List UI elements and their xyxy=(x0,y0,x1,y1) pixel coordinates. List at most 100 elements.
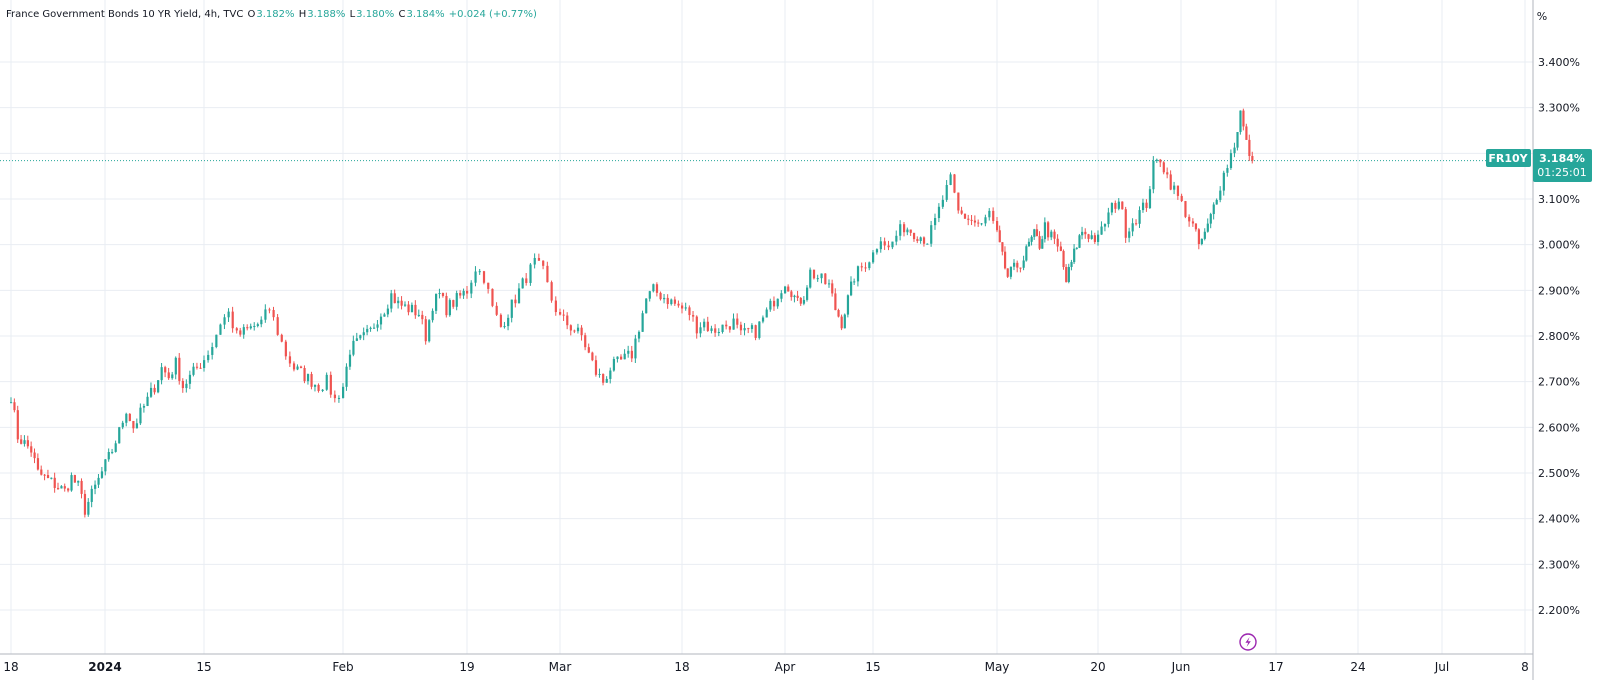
candle-down xyxy=(1121,201,1124,210)
candle-body xyxy=(1169,174,1172,190)
candle-up xyxy=(1027,238,1031,247)
candle-body xyxy=(634,338,637,359)
candle-body xyxy=(1197,229,1201,245)
candle-body xyxy=(487,282,490,289)
candle-body xyxy=(1093,235,1097,242)
candle-body xyxy=(203,360,206,368)
candle-up xyxy=(1110,202,1114,216)
candle-body xyxy=(879,241,882,250)
candle-up xyxy=(135,418,139,429)
candle-body xyxy=(761,317,765,322)
candle-up xyxy=(1090,230,1093,240)
candle-down xyxy=(1162,161,1165,175)
candle-body xyxy=(452,300,455,307)
time-tick-label: 15 xyxy=(865,660,880,674)
price-scale-unit[interactable]: % xyxy=(1537,10,1547,23)
flash-icon[interactable] xyxy=(1239,633,1257,651)
candle-up xyxy=(337,395,341,403)
candle-down xyxy=(36,453,40,471)
symbol-description[interactable]: France Government Bonds 10 YR Yield, 4h,… xyxy=(6,9,244,20)
candle-body xyxy=(362,332,365,336)
candle-body xyxy=(491,288,494,306)
candle-up xyxy=(1222,170,1225,196)
candle-up xyxy=(107,448,110,462)
candle-body xyxy=(949,174,952,186)
open-value: 3.182% xyxy=(256,9,295,20)
candle-body xyxy=(922,237,926,244)
candle-down xyxy=(840,314,843,331)
candle-body xyxy=(299,366,303,369)
candle-up xyxy=(142,403,146,413)
candle-body xyxy=(1013,262,1016,267)
candle-body xyxy=(97,477,100,485)
candle-down xyxy=(16,405,19,443)
candle-down xyxy=(1006,268,1009,278)
candle-body xyxy=(470,282,473,294)
candle-body xyxy=(348,354,352,367)
candle-down xyxy=(514,294,517,308)
candle-body xyxy=(609,370,612,379)
candle-down xyxy=(393,289,396,304)
candle-body xyxy=(404,304,407,306)
price-tick-label: 2.500% xyxy=(1538,467,1580,480)
candle-body xyxy=(114,443,117,452)
candle-body xyxy=(772,300,776,307)
candle-up xyxy=(157,380,160,394)
candle-down xyxy=(953,173,956,194)
candle-body xyxy=(816,278,819,280)
candle-up xyxy=(809,267,812,289)
candle-body xyxy=(146,396,149,406)
candle-body xyxy=(525,278,528,283)
candle-up xyxy=(1013,259,1016,271)
candle-body xyxy=(393,293,396,304)
candle-down xyxy=(26,435,29,449)
candle-body xyxy=(507,317,510,327)
candle-down xyxy=(677,300,680,308)
candle-body xyxy=(1081,231,1084,236)
candle-body xyxy=(970,219,973,221)
candle-body xyxy=(100,471,104,478)
candle-body xyxy=(743,328,746,331)
candle-up xyxy=(345,363,348,391)
symbol-tag-bg xyxy=(1486,149,1531,167)
candle-down xyxy=(1019,267,1022,273)
candle-body xyxy=(1041,239,1044,249)
candle-down xyxy=(736,313,739,329)
candle-body xyxy=(80,480,83,494)
candle-down xyxy=(960,206,963,215)
candle-body xyxy=(321,389,324,391)
candle-body xyxy=(325,374,328,390)
candle-body xyxy=(562,314,565,316)
candle-body xyxy=(1180,195,1183,202)
candle-body xyxy=(967,218,970,220)
candle-body xyxy=(973,220,977,223)
candle-body xyxy=(499,314,503,327)
candle-body xyxy=(594,360,598,375)
candle-down xyxy=(178,353,181,385)
candle-up xyxy=(111,448,114,455)
candle-body xyxy=(174,357,177,375)
candle-body xyxy=(359,335,362,339)
candle-up xyxy=(455,290,458,311)
candle-down xyxy=(80,478,83,499)
price-tick-label: 2.900% xyxy=(1538,284,1580,297)
candle-up xyxy=(1138,206,1141,228)
candle-body xyxy=(459,293,462,296)
candle-down xyxy=(153,384,156,395)
candle-body xyxy=(441,293,445,296)
candle-up xyxy=(100,466,104,479)
candle-body xyxy=(20,439,23,444)
candle-down xyxy=(239,327,242,337)
candle-up xyxy=(352,335,355,357)
candle-body xyxy=(288,356,292,364)
candle-body xyxy=(1050,231,1053,238)
close-value: 3.184% xyxy=(406,9,445,20)
time-tick-label: Mar xyxy=(549,660,572,674)
candle-body xyxy=(754,325,757,338)
candle-down xyxy=(452,299,455,309)
candle-up xyxy=(462,288,465,299)
candle-down xyxy=(706,316,709,332)
candle-body xyxy=(580,327,583,336)
